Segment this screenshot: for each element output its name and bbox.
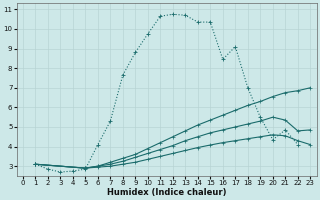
X-axis label: Humidex (Indice chaleur): Humidex (Indice chaleur): [107, 188, 226, 197]
